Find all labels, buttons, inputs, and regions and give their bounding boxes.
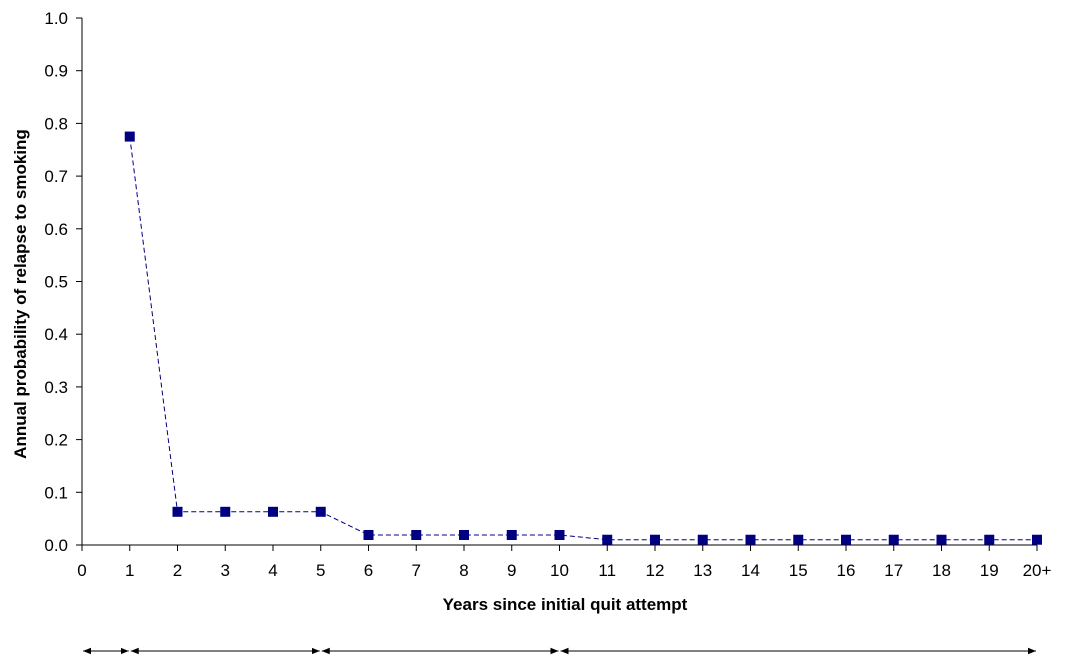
y-tick-label: 0.2 [44,431,68,450]
data-point [459,529,469,540]
data-point [697,534,708,545]
x-tick-label: 1 [125,561,134,580]
x-tick-label: 19 [980,561,999,580]
y-tick-label: 0.6 [44,220,68,239]
y-tick-label: 0.4 [44,325,68,344]
x-tick-label: 16 [837,561,856,580]
y-tick-label: 0.3 [44,378,68,397]
x-tick-label: 10 [550,561,569,580]
x-tick-label: 4 [268,561,277,580]
data-point [650,534,660,545]
y-axis-title: Annual probability of relapse to smoking [11,129,30,459]
x-tick-label: 3 [221,561,230,580]
data-point [888,534,899,545]
x-tick-label: 12 [646,561,665,580]
y-tick-label: 0.5 [44,273,68,292]
series-line [129,136,1037,541]
x-tick-label: 18 [932,561,951,580]
x-axis-ticks: 0 1 2 3 4 5 6 7 8 9 10 11 12 13 14 15 16 17 18 19 20+ [77,545,1051,580]
x-tick-label: 7 [412,561,421,580]
data-point [268,506,278,517]
y-tick-label: 0.8 [44,114,68,133]
data-point [984,534,995,545]
x-tick-label: 11 [598,561,616,580]
data-point [411,529,422,540]
y-tick-label: 0.9 [44,62,68,81]
data-point [172,506,183,517]
x-tick-label: 13 [693,561,712,580]
data-point [602,534,613,545]
x-tick-label: 8 [459,561,468,580]
x-axis-title: Years since initial quit attempt [443,595,688,614]
x-tick-label: 14 [741,561,760,580]
data-point [936,534,947,545]
x-tick-label: 5 [316,561,325,580]
data-point [793,534,804,545]
y-tick-label: 1.0 [44,9,68,28]
x-tick-label: 15 [789,561,808,580]
x-tick-label: 9 [507,561,516,580]
data-point [315,506,326,517]
data-point [745,534,756,545]
y-tick-label: 0.0 [44,536,68,555]
data-point [363,529,374,540]
series-layer [124,131,1042,545]
data-point [1032,534,1042,545]
x-tick-label: 20+ [1023,561,1052,580]
data-point [506,529,517,540]
data-point [554,529,565,540]
x-tick-label: 0 [77,561,86,580]
x-tick-label: 2 [173,561,182,580]
y-axis-ticks: 0.0 0.1 0.2 0.3 0.4 0.5 0.6 0.7 0.8 0.9 1.0 [44,9,82,555]
y-tick-label: 0.7 [44,167,68,186]
data-point [124,131,135,142]
y-tick-label: 0.1 [44,483,68,502]
data-point [841,534,851,545]
x-tick-label: 6 [364,561,373,580]
x-tick-label: 17 [884,561,903,580]
data-point [220,506,231,517]
